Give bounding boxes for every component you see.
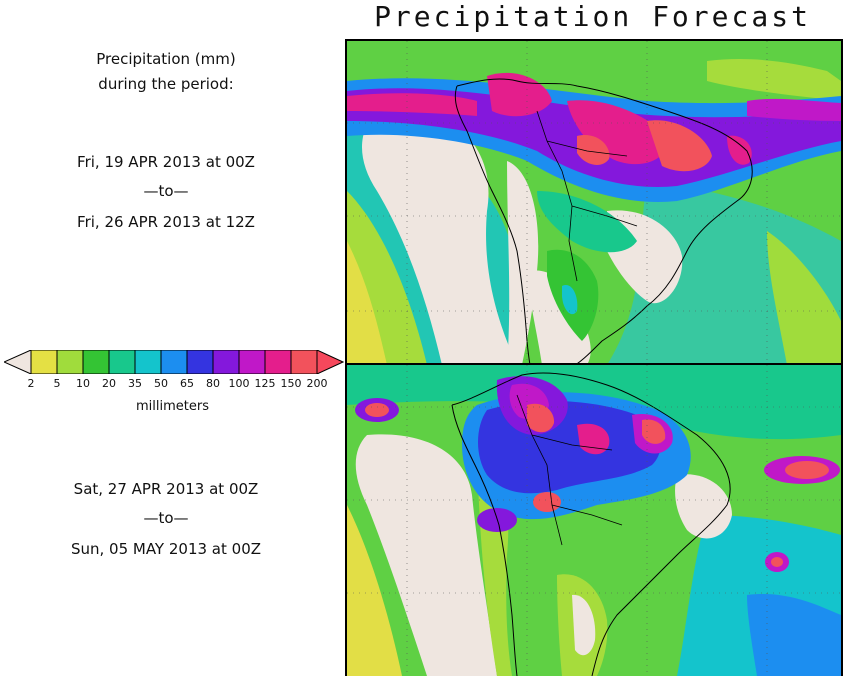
legend-color-cell (30, 350, 58, 374)
legend-color-cell (134, 350, 162, 374)
legend-tick: 150 (280, 377, 302, 390)
period-2-separator: —to— (143, 509, 189, 527)
legend-color-cell (108, 350, 136, 374)
legend-tick: 2 (27, 377, 35, 390)
legend-tick: 80 (206, 377, 220, 390)
legend-tick: 125 (254, 377, 276, 390)
legend-tick: 5 (53, 377, 61, 390)
precip-map-period-1 (345, 39, 843, 367)
legend-color-cell (56, 350, 84, 374)
caption-line-2: during the period: (98, 75, 234, 93)
period-1-end: Fri, 26 APR 2013 at 12Z (77, 213, 255, 231)
caption-line-1: Precipitation (mm) (96, 50, 236, 68)
legend-over-arrow (316, 350, 344, 374)
legend-tick: 20 (102, 377, 116, 390)
legend-units: millimeters (136, 399, 209, 414)
legend-tick: 10 (76, 377, 90, 390)
legend-color-cell (238, 350, 266, 374)
period-1-separator: —to— (143, 182, 189, 200)
legend-color-cell (82, 350, 110, 374)
color-legend (4, 350, 344, 374)
legend-color-cell (264, 350, 292, 374)
legend-tick-labels: 2 5 10 20 35 50 65 80 100 125 150 200 (0, 377, 345, 393)
period-2-end: Sun, 05 MAY 2013 at 00Z (70, 540, 262, 558)
legend-tick: 65 (180, 377, 194, 390)
legend-color-cell (290, 350, 318, 374)
legend-tick: 100 (228, 377, 250, 390)
legend-under-arrow (4, 350, 32, 374)
page-title: Precipitation Forecast (374, 0, 811, 33)
precip-map-period-2 (345, 363, 843, 676)
legend-color-cell (212, 350, 240, 374)
legend-color-cell (160, 350, 188, 374)
legend-color-cell (186, 350, 214, 374)
legend-tick: 50 (154, 377, 168, 390)
legend-tick: 200 (306, 377, 328, 390)
period-2-start: Sat, 27 APR 2013 at 00Z (73, 480, 259, 498)
legend-tick: 35 (128, 377, 142, 390)
period-1-start: Fri, 19 APR 2013 at 00Z (77, 153, 255, 171)
